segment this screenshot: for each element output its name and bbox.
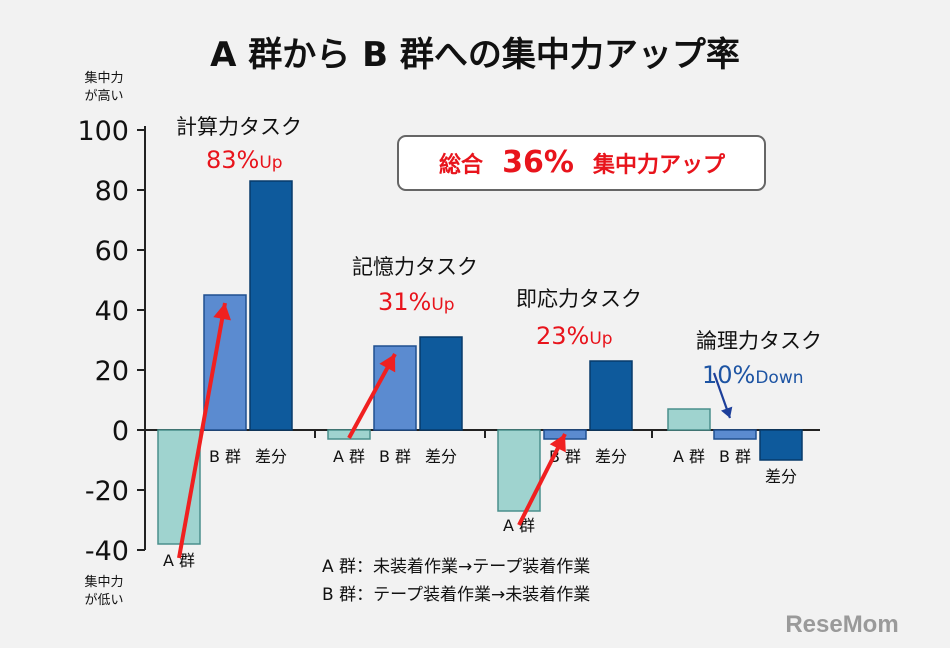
task-label: 記憶力タスク xyxy=(352,255,478,279)
change-direction: Down xyxy=(755,368,803,388)
change-value: 31% xyxy=(378,288,431,316)
category-label: 差分 xyxy=(595,447,627,466)
y-tick-label: -20 xyxy=(85,476,129,507)
summary-badge-text: 総合 36% 集中力アップ xyxy=(439,145,726,180)
change-label: 23%Up xyxy=(536,322,613,350)
y-tick-label: 80 xyxy=(95,176,129,207)
category-label: B 群 xyxy=(719,447,751,466)
change-arrowhead xyxy=(549,434,566,453)
change-value: 10% xyxy=(702,361,755,389)
bar xyxy=(667,408,711,431)
badge-value: 36% xyxy=(502,145,574,180)
category-label: 差分 xyxy=(255,447,287,466)
category-label: B 群 xyxy=(209,447,241,466)
change-label: 83%Up xyxy=(206,146,283,174)
summary-badge-box xyxy=(397,135,766,191)
badge-prefix: 総合 xyxy=(439,152,484,178)
category-label: A 群 xyxy=(333,447,365,466)
note-group-a: A 群：未装着作業→テープ装着作業 xyxy=(322,557,590,577)
y-tick-label: 100 xyxy=(77,116,129,147)
category-label: A 群 xyxy=(503,516,535,535)
bar xyxy=(419,336,463,431)
note-group-b: B 群：テープ装着作業→未装着作業 xyxy=(322,585,590,605)
change-arrow xyxy=(177,302,227,559)
bar xyxy=(589,360,633,431)
change-direction: Up xyxy=(431,295,454,315)
change-direction: Up xyxy=(589,329,612,349)
summary-badge: 総合 36% 集中力アップ xyxy=(397,135,766,191)
bar xyxy=(759,429,803,461)
change-arrowhead xyxy=(720,406,733,418)
y-bottom-note-line1: 集中力 xyxy=(84,574,123,590)
change-label: 31%Up xyxy=(378,288,455,316)
y-top-note-line2: が高い xyxy=(84,88,123,104)
change-direction: Up xyxy=(259,153,282,173)
badge-suffix: 集中力アップ xyxy=(592,152,726,178)
category-label: A 群 xyxy=(163,551,195,570)
y-bottom-note-line2: が低い xyxy=(84,593,123,608)
y-tick-label: 60 xyxy=(95,236,129,267)
change-value: 23% xyxy=(536,322,589,350)
y-tick-label: 20 xyxy=(95,356,129,387)
task-label: 論理力タスク xyxy=(696,329,822,353)
y-tick-label: -40 xyxy=(85,536,129,567)
y-tick-label: 0 xyxy=(112,416,129,447)
y-top-note-line1: 集中力 xyxy=(84,70,123,86)
category-label: 差分 xyxy=(765,467,797,486)
y-tick-label: 40 xyxy=(95,296,129,327)
change-arrow xyxy=(517,433,567,526)
change-value: 83% xyxy=(206,146,259,174)
bar xyxy=(713,429,757,440)
axes: 100 80 60 40 20 0 -20 -40 xyxy=(77,116,820,567)
chart-title: A 群から B 群への集中力アップ率 xyxy=(210,35,740,75)
bar xyxy=(249,180,293,431)
category-label: A 群 xyxy=(673,447,705,466)
change-label: 10%Down xyxy=(702,361,804,389)
change-arrowhead xyxy=(213,303,232,321)
task-label: 即応力タスク xyxy=(516,287,642,311)
task-label: 計算力タスク xyxy=(176,115,302,139)
change-arrowhead xyxy=(379,354,396,373)
category-label: B 群 xyxy=(379,447,411,466)
category-label: 差分 xyxy=(425,447,457,466)
resemom-logo: ReseMom xyxy=(785,611,898,638)
